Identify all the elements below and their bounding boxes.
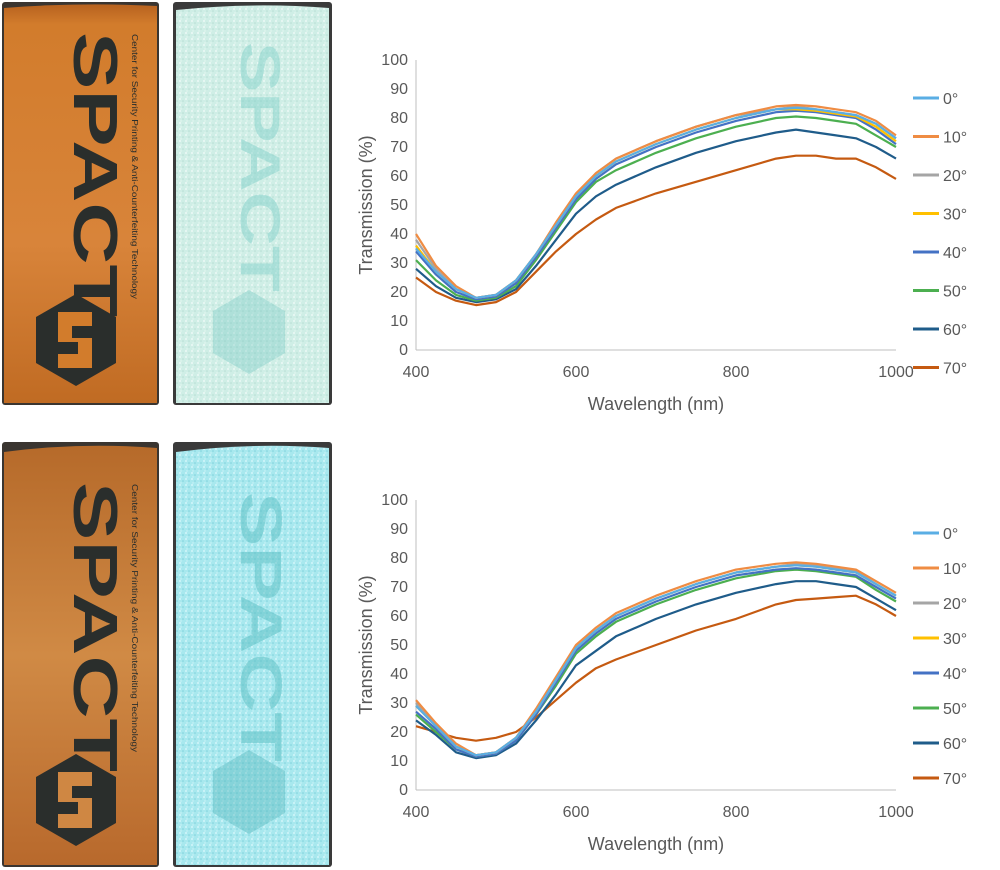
spact-emblem-bottom-icon [36, 754, 116, 846]
series-line [415, 115, 897, 302]
series-line [415, 564, 897, 757]
legend-label: 30° [943, 207, 967, 224]
legend-label: 40° [943, 666, 967, 683]
x-tick-label: 600 [563, 804, 590, 821]
legend-label: 60° [943, 736, 967, 753]
legend-label: 0° [943, 91, 958, 108]
y-tick-label: 10 [390, 313, 408, 330]
spact-emblem-bottom-faded-icon [213, 750, 285, 834]
legend-label: 30° [943, 631, 967, 648]
y-tick-label: 100 [381, 492, 408, 509]
x-tick-label: 400 [403, 804, 430, 821]
photo-top-cyan: SPACT [173, 2, 332, 405]
y-tick-label: 0 [399, 782, 408, 799]
y-tick-label: 30 [390, 695, 408, 712]
x-axis-title: Wavelength (nm) [588, 834, 724, 854]
series-line [415, 128, 897, 304]
series-line [415, 105, 897, 299]
legend-label: 50° [943, 701, 967, 718]
series-line [415, 108, 897, 299]
series-line [415, 106, 897, 299]
series-line [415, 154, 897, 307]
chart-bottom-svg: 0 10 20 30 40 50 60 70 80 90 100 400 600 800 1000 Wavel… [356, 492, 967, 854]
x-axis-title: Wavelength (nm) [588, 394, 724, 414]
x-tick-label: 1000 [878, 804, 914, 821]
y-tick-label: 60 [390, 608, 408, 625]
legend-label: 40° [943, 245, 967, 262]
y-tick-label: 0 [399, 342, 408, 359]
series-line [415, 567, 897, 758]
legend-label: 10° [943, 130, 967, 147]
y-tick-label: 80 [390, 110, 408, 127]
logo-text-bottom: SPACT [60, 482, 129, 772]
y-tick-label: 50 [390, 197, 408, 214]
spact-emblem-icon [36, 294, 116, 386]
chart-top-svg: 0 10 20 30 40 50 60 70 80 90 100 400 600 800 1000 Wavel… [356, 52, 967, 414]
y-tick-label: 90 [390, 81, 408, 98]
y-tick-label: 20 [390, 724, 408, 741]
x-tick-label: 1000 [878, 364, 914, 381]
y-tick-label: 90 [390, 521, 408, 538]
photo-top-orange: SPACT Center for Security Printing & Ant… [2, 2, 159, 405]
y-axis-title: Transmission (%) [356, 135, 376, 274]
photo-bottom-orange: SPACT Center for Security Printing & Ant… [2, 442, 159, 867]
y-tick-label: 10 [390, 753, 408, 770]
logo-subtitle-top: Center for Security Printing & Anti-Coun… [130, 34, 139, 299]
chart-top: 0 10 20 30 40 50 60 70 80 90 100 400 600 800 1000 Wavel… [338, 40, 998, 440]
logo-subtitle-bottom: Center for Security Printing & Anti-Coun… [130, 484, 139, 752]
series-line [415, 580, 897, 760]
y-tick-label: 100 [381, 52, 408, 69]
logo-text-bottom-faded: SPACT [228, 492, 293, 762]
y-tick-label: 40 [390, 666, 408, 683]
series-line [415, 562, 897, 757]
chart-bottom: 0 10 20 30 40 50 60 70 80 90 100 400 600 800 1000 Wavel… [338, 480, 998, 870]
x-tick-label: 800 [723, 804, 750, 821]
legend-label: 50° [943, 284, 967, 301]
series-line [415, 561, 897, 757]
y-tick-label: 30 [390, 255, 408, 272]
legend-label: 70° [943, 361, 967, 378]
y-tick-label: 40 [390, 226, 408, 243]
x-tick-label: 400 [403, 364, 430, 381]
legend-label: 10° [943, 561, 967, 578]
series-line [415, 564, 897, 757]
series-line [415, 594, 897, 742]
y-tick-label: 80 [390, 550, 408, 567]
legend-label: 20° [943, 596, 967, 613]
photo-bottom-cyan: SPACT [173, 442, 332, 867]
y-tick-label: 20 [390, 284, 408, 301]
logo-text-top: SPACT [60, 32, 129, 317]
x-tick-label: 800 [723, 364, 750, 381]
series-line [415, 109, 897, 301]
legend-label: 20° [943, 168, 967, 185]
y-tick-label: 70 [390, 579, 408, 596]
legend-label: 70° [943, 771, 967, 788]
legend-label: 60° [943, 322, 967, 339]
y-tick-label: 70 [390, 139, 408, 156]
y-tick-label: 60 [390, 168, 408, 185]
logo-text-top-faded: SPACT [229, 42, 292, 292]
legend-label: 0° [943, 526, 958, 543]
x-tick-label: 600 [563, 364, 590, 381]
spact-emblem-faded-icon [213, 290, 285, 374]
y-axis-title: Transmission (%) [356, 575, 376, 714]
y-tick-label: 50 [390, 637, 408, 654]
